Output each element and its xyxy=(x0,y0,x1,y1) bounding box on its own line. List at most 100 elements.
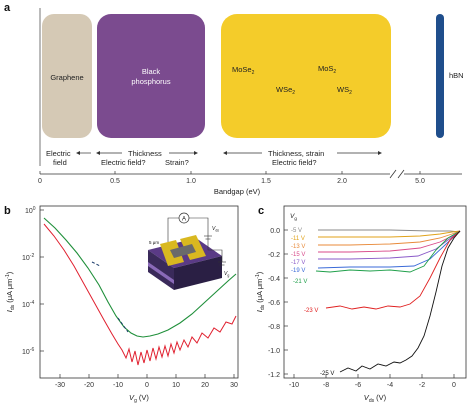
bp-tuning-line3: Strain? xyxy=(165,158,189,167)
panel-b-ytick-1: 10-2 xyxy=(22,253,34,262)
curve-label-21v: -21 V xyxy=(293,279,307,285)
wse2-label: WSe2 xyxy=(276,85,295,96)
panel-b-xtick-5: 20 xyxy=(201,382,209,389)
panel-b-xtick-0: -30 xyxy=(55,382,65,389)
svg-text:MoSe2: MoSe2 xyxy=(232,65,255,76)
curve-23v xyxy=(325,230,461,310)
panel-c-ytick-3: -0.6 xyxy=(268,300,280,307)
panel-c-ylabel: Ids (μA μm-1) xyxy=(255,271,266,312)
panel-c-x-ticks xyxy=(293,374,455,378)
curve-label-23v: -23 V xyxy=(304,308,318,314)
electric-field-line2: field xyxy=(53,158,67,167)
panel-c-plot-frame xyxy=(283,205,467,379)
panel-c-xtick-1: -8 xyxy=(323,382,329,389)
panel-c-ytick-4: -0.8 xyxy=(268,324,280,331)
panel-c-ytick-2: -0.4 xyxy=(268,276,280,283)
panel-b-inset-device: A Vds Vg 5 μm xyxy=(148,212,229,290)
panel-b-xtick-4: 10 xyxy=(172,382,180,389)
inset-wire-left xyxy=(167,217,179,242)
curve-label-25v: -25 V xyxy=(320,371,334,377)
panel-b-ylabel: Ids (μA μm-1) xyxy=(5,271,16,312)
panel-b-ytick-2: 10-4 xyxy=(22,300,34,309)
bandgap-tick-0-5: 0.5 xyxy=(110,178,120,185)
panel-c-ytick-5: -1.0 xyxy=(268,348,280,355)
panel-b-fit-line-1 xyxy=(91,261,101,267)
curve-19v xyxy=(317,230,461,269)
panel-c-xtick-3: -4 xyxy=(387,382,393,389)
mose2-label: MoSe2 xyxy=(232,65,255,76)
curve-label-11v: -11 V xyxy=(291,236,305,242)
axis-break-1 xyxy=(389,169,397,179)
bandgap-axis-label: Bandgap (eV) xyxy=(214,187,261,196)
curve-11v xyxy=(318,230,461,238)
bp-tuning-line2: Electric field? xyxy=(101,158,146,167)
hbn-bar xyxy=(436,14,444,138)
tmd-tuning-line2: Electric field? xyxy=(272,158,317,167)
electric-field-arrowhead xyxy=(76,151,80,155)
curve-17v xyxy=(318,230,461,260)
panel-b-curve-upper xyxy=(43,217,237,338)
panel-b-xtick-3: 0 xyxy=(145,382,149,389)
panel-b-xtick-2: -10 xyxy=(113,382,123,389)
inset-wire-right xyxy=(189,217,209,236)
panel-b: b 100 10-2 10-4 10-6 -30 -20 -10 0 10 20 xyxy=(4,205,239,404)
inset-scale-label: 5 μm xyxy=(149,240,159,245)
graphene-label: Graphene xyxy=(50,73,83,82)
panel-c-xtick-4: -2 xyxy=(419,382,425,389)
panel-c-letter: c xyxy=(258,205,264,217)
curve-5v xyxy=(318,229,461,233)
curve-label-17v: -17 V xyxy=(291,260,305,266)
bandgap-ticks xyxy=(39,171,421,174)
panel-c-xtick-0: -10 xyxy=(289,382,299,389)
electric-field-line1: Electric xyxy=(46,149,71,158)
panel-b-xlabel: Vg (V) xyxy=(129,393,149,404)
panel-b-plot-frame xyxy=(39,205,239,379)
inset-vg-label: Vg xyxy=(224,271,229,278)
svg-text:WS2: WS2 xyxy=(337,85,352,96)
inset-vds-label: Vds xyxy=(212,226,219,233)
bp-tuning-line1: Thickness xyxy=(128,149,162,158)
ammeter-label: A xyxy=(182,217,186,223)
panel-c-xlabel: Vds (V) xyxy=(364,393,387,404)
panel-b-xtick-1: -20 xyxy=(84,382,94,389)
bp-label-line1: Black xyxy=(142,67,161,76)
bp-arrowhead-left xyxy=(96,151,100,155)
svg-text:MoS2: MoS2 xyxy=(318,64,336,75)
graphene-box xyxy=(42,14,92,138)
axis-break-2 xyxy=(397,169,405,179)
panel-c-xtick-2: -6 xyxy=(355,382,361,389)
tmd-arrowhead-right xyxy=(378,151,382,155)
inset-channel xyxy=(170,244,196,258)
svg-text:WSe2: WSe2 xyxy=(276,85,295,96)
curve-label-5v: -5 V xyxy=(291,228,302,234)
panel-b-curve-lower xyxy=(43,223,237,366)
curve-label-19v: -19 V xyxy=(291,268,305,274)
tmd-box xyxy=(221,14,391,138)
bp-label-line2: phosphorus xyxy=(131,77,170,86)
panel-c-y-ticks xyxy=(284,229,288,375)
panel-c-vg-header: Vg xyxy=(290,213,297,221)
panel-b-ytick-0: 100 xyxy=(25,206,36,215)
mos2-label: MoS2 xyxy=(318,64,336,75)
bandgap-tick-5-0: 5.0 xyxy=(415,178,425,185)
panel-a-letter: a xyxy=(4,2,11,14)
panel-c-ytick-6: -1.2 xyxy=(268,372,280,379)
curve-label-13v: -13 V xyxy=(291,244,305,250)
curve-25v xyxy=(339,230,461,373)
curve-21v xyxy=(315,230,461,273)
bandgap-tick-0: 0 xyxy=(38,178,42,185)
tmd-tuning-line1: Thickness, strain xyxy=(268,149,324,158)
inset-wire-gate xyxy=(207,236,223,262)
panel-b-y-ticks xyxy=(40,209,44,352)
panel-b-xtick-6: 30 xyxy=(230,382,238,389)
panel-c: c 0.0 -0.2 -0.4 -0.6 -0.8 -1.0 -1.2 -10 xyxy=(255,205,467,404)
curve-label-15v: -15 V xyxy=(291,252,305,258)
panel-b-letter: b xyxy=(4,205,11,217)
bp-arrowhead-right xyxy=(194,151,198,155)
hbn-label: hBN xyxy=(449,71,464,80)
tmd-arrowhead-left xyxy=(223,151,227,155)
bandgap-tick-1-5: 1.5 xyxy=(261,178,271,185)
panel-a: a Graphene Black phosphorus MoSe2 MoS2 W… xyxy=(4,2,464,196)
curve-13v xyxy=(318,230,461,246)
